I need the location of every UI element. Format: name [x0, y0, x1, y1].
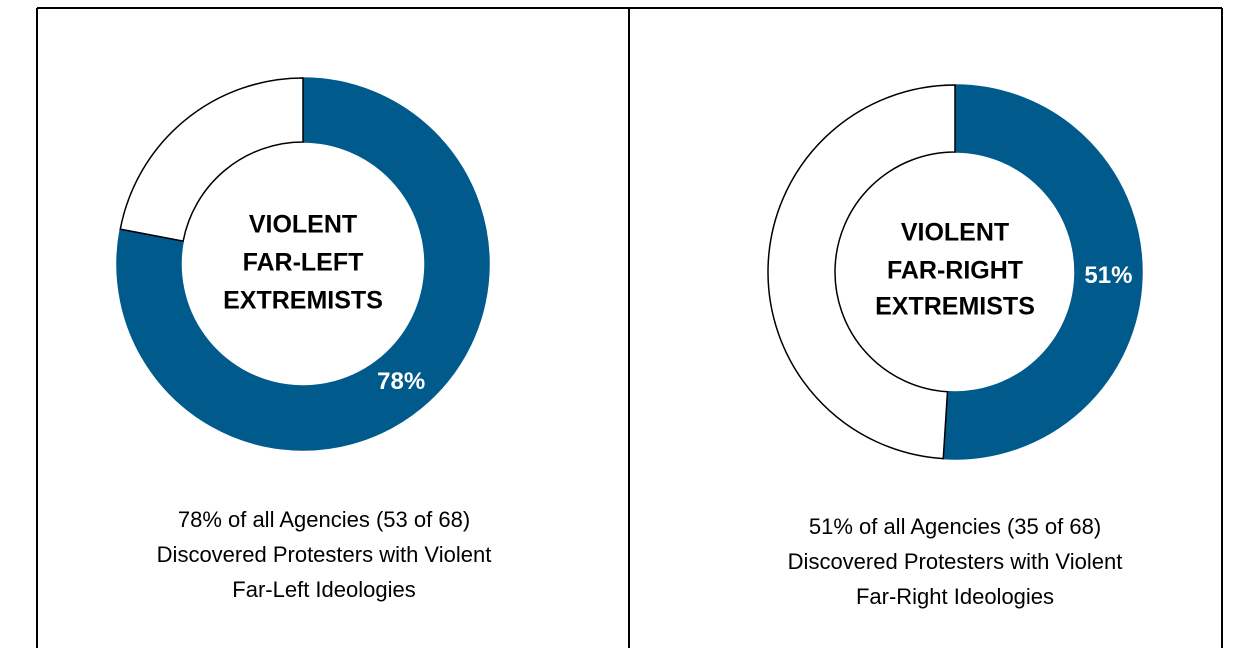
caption: Discovered Protesters with Violent — [157, 542, 492, 567]
donut-segment — [767, 84, 956, 460]
value-label: 78% — [377, 368, 425, 395]
center-label: FAR-LEFT — [243, 249, 364, 277]
center-label: VIOLENT — [901, 219, 1009, 247]
center-label: EXTREMISTS — [875, 293, 1035, 321]
donut-segment — [116, 77, 490, 451]
center-label: VIOLENT — [249, 211, 357, 239]
caption: Discovered Protesters with Violent — [788, 549, 1123, 574]
donut-segment — [119, 77, 304, 243]
center-label: FAR-RIGHT — [887, 257, 1023, 285]
caption: 51% of all Agencies (35 of 68) — [809, 514, 1101, 539]
caption: 78% of all Agencies (53 of 68) — [178, 507, 470, 532]
donut-segment — [942, 84, 1143, 460]
value-label: 51% — [1084, 262, 1132, 289]
caption: Far-Right Ideologies — [856, 584, 1054, 609]
center-label: EXTREMISTS — [223, 287, 383, 315]
caption: Far-Left Ideologies — [232, 577, 415, 602]
